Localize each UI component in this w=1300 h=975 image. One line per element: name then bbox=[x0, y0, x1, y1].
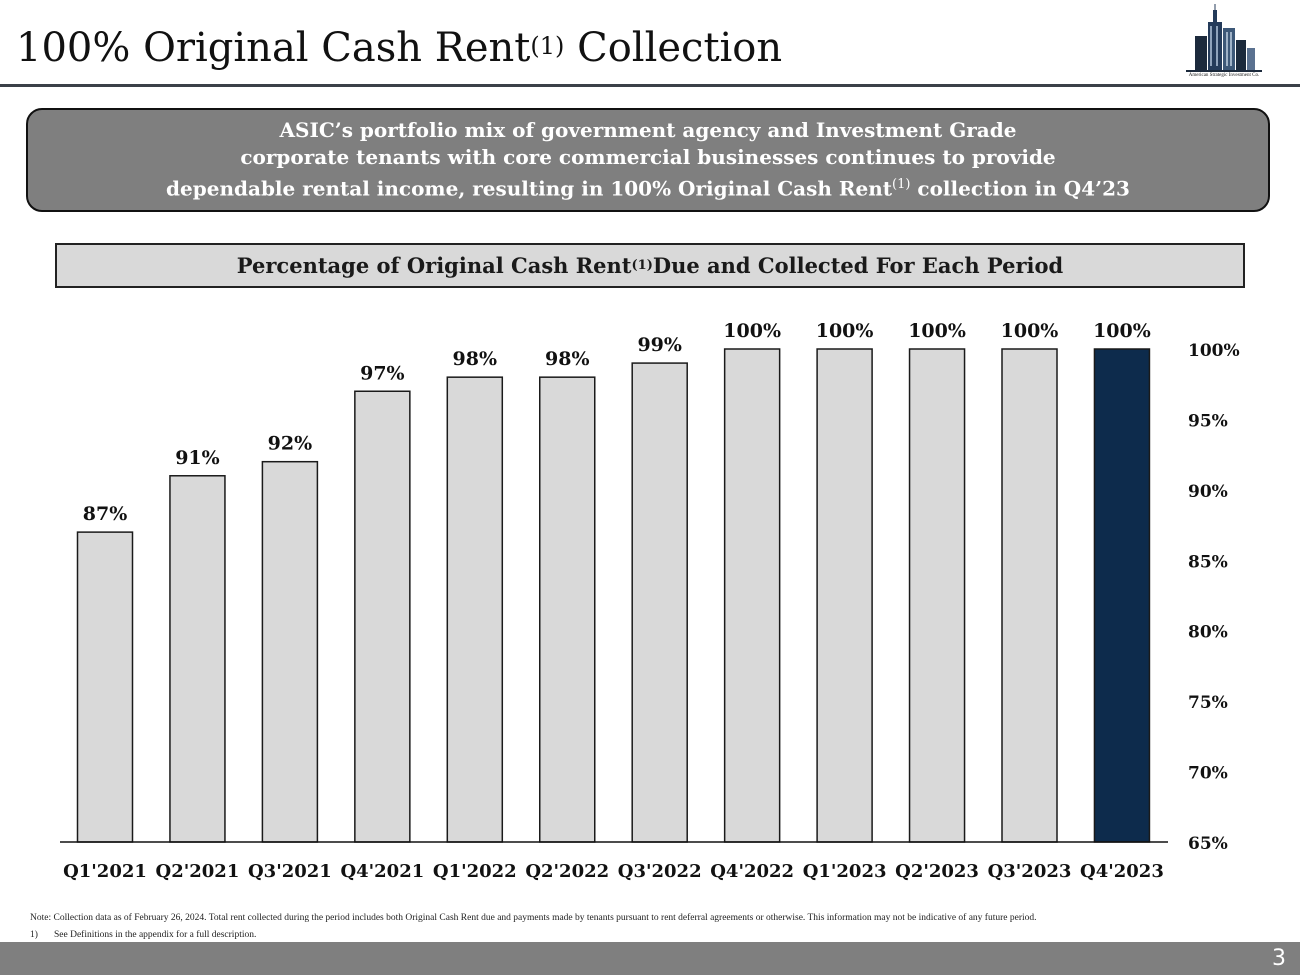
x-tick-label: Q2'2022 bbox=[525, 861, 609, 882]
chart-title: Percentage of Original Cash Rent (1) Due … bbox=[55, 243, 1245, 288]
footnote: 1) See Definitions in the appendix for a … bbox=[30, 927, 1037, 944]
title-footnote-mark: (1) bbox=[530, 32, 565, 60]
data-label: 100% bbox=[723, 320, 781, 342]
bar-Q3'2021 bbox=[261, 460, 319, 843]
bar-Q3'2023 bbox=[1001, 348, 1058, 843]
footnote-text: See Definitions in the appendix for a fu… bbox=[54, 930, 257, 940]
data-label: 100% bbox=[1001, 320, 1059, 342]
footnote-number: 1) bbox=[30, 930, 38, 940]
title-divider bbox=[0, 84, 1300, 87]
skyline-icon bbox=[1186, 4, 1262, 72]
data-label: 98% bbox=[453, 348, 498, 370]
data-label: 92% bbox=[268, 433, 313, 455]
data-label: 97% bbox=[360, 362, 405, 384]
banner-line-2: corporate tenants with core commercial b… bbox=[240, 145, 1056, 170]
data-label: 91% bbox=[175, 447, 220, 469]
company-logo-icon bbox=[1186, 4, 1262, 82]
y-tick-label: 80% bbox=[1188, 623, 1228, 643]
bar-Q1'2023 bbox=[816, 348, 873, 843]
x-tick-label: Q2'2021 bbox=[156, 861, 240, 882]
x-tick-label: Q4'2021 bbox=[340, 861, 424, 882]
data-label: 87% bbox=[83, 503, 128, 525]
x-tick-label: Q1'2022 bbox=[433, 861, 517, 882]
data-label: 98% bbox=[545, 348, 590, 370]
bar-Q3'2022 bbox=[631, 362, 688, 843]
x-tick-label: Q1'2021 bbox=[63, 861, 147, 882]
chart-title-footnote-mark: (1) bbox=[631, 258, 653, 273]
bar-Q4'2022 bbox=[723, 348, 781, 843]
data-label: 100% bbox=[816, 320, 874, 342]
page-title: 100% Original Cash Rent(1) Collection bbox=[16, 22, 782, 74]
banner-line-3-pre: dependable rental income, resulting in 1… bbox=[166, 176, 893, 201]
banner-footnote-mark: (1) bbox=[892, 177, 911, 193]
footer-bar: 3 bbox=[0, 942, 1300, 975]
title-end-text: Collection bbox=[564, 25, 783, 71]
chart-title-pre: Percentage of Original Cash Rent bbox=[236, 253, 632, 278]
title-main-text: 100% Original Cash Rent bbox=[16, 25, 531, 71]
data-label: 99% bbox=[637, 334, 682, 356]
x-tick-label: Q3'2022 bbox=[618, 861, 702, 882]
y-tick-label: 100% bbox=[1188, 341, 1240, 361]
collection-note: Note: Collection data as of February 26,… bbox=[30, 913, 1037, 923]
x-tick-label: Q2'2023 bbox=[895, 861, 979, 882]
y-tick-label: 95% bbox=[1188, 411, 1228, 431]
x-tick-label: Q4'2022 bbox=[710, 861, 794, 882]
chart-title-post: Due and Collected For Each Period bbox=[652, 253, 1064, 278]
bar-Q1'2021 bbox=[76, 531, 134, 843]
y-tick-label: 65% bbox=[1188, 834, 1228, 854]
x-tick-label: Q4'2023 bbox=[1080, 861, 1164, 882]
logo-caption: American Strategic Investment Co. bbox=[1188, 73, 1260, 78]
bar-Q4'2023 bbox=[1093, 348, 1151, 843]
banner-line-3-post: collection in Q4’23 bbox=[910, 176, 1130, 201]
banner-line-3: dependable rental income, resulting in 1… bbox=[166, 171, 1130, 203]
notes-section: Note: Collection data as of February 26,… bbox=[30, 910, 1037, 944]
y-tick-label: 85% bbox=[1188, 552, 1228, 572]
bar-chart: 87% Q1'2021 91% Q2'2021 92% Q3'2021 97% Q4'2021… bbox=[60, 320, 1240, 882]
y-tick-label: 70% bbox=[1188, 764, 1228, 784]
bar-Q2'2022 bbox=[539, 376, 596, 843]
bar-Q2'2023 bbox=[908, 348, 966, 843]
y-tick-label: 90% bbox=[1188, 482, 1228, 502]
x-tick-label: Q3'2023 bbox=[988, 861, 1072, 882]
bar-Q2'2021 bbox=[169, 475, 226, 843]
y-tick-label: 75% bbox=[1188, 693, 1228, 713]
x-tick-label: Q1'2023 bbox=[803, 861, 887, 882]
page-number: 3 bbox=[1272, 946, 1286, 971]
x-tick-label: Q3'2021 bbox=[248, 861, 332, 882]
data-label: 100% bbox=[908, 320, 966, 342]
banner-line-1: ASIC’s portfolio mix of government agenc… bbox=[279, 118, 1017, 143]
bar-Q1'2022 bbox=[446, 376, 504, 843]
summary-banner: ASIC’s portfolio mix of government agenc… bbox=[26, 108, 1270, 212]
data-label: 100% bbox=[1093, 320, 1151, 342]
bar-Q4'2021 bbox=[354, 390, 411, 843]
